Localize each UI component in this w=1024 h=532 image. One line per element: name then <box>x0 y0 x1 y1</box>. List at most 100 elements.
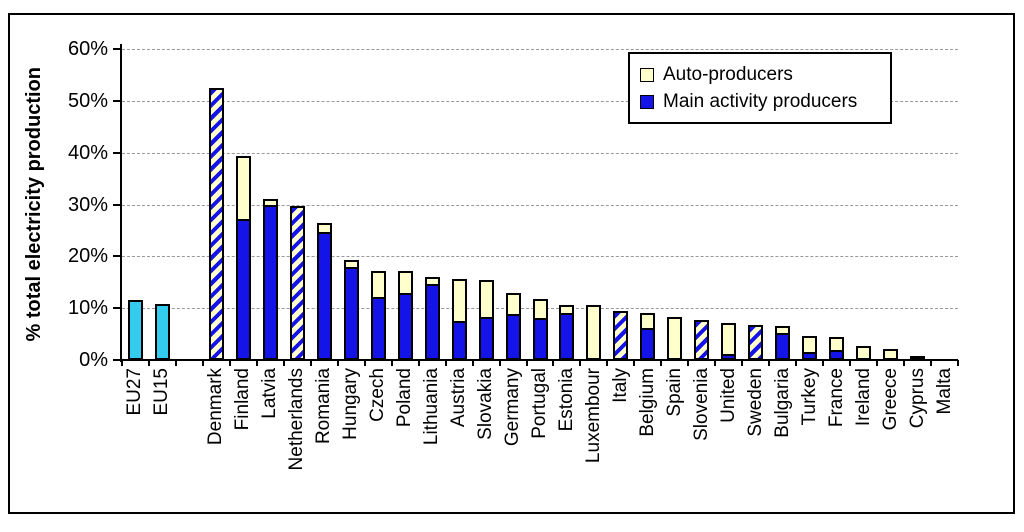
legend-item-auto-producers: Auto-producers <box>640 63 890 85</box>
bar-latvia-auto <box>262 199 278 208</box>
legend-item-main-activity-producers: Main activity producers <box>640 90 890 112</box>
bar-france-auto <box>829 337 845 352</box>
x-tick-13 <box>471 360 474 366</box>
legend: Auto-producers Main activity producers <box>628 52 892 124</box>
x-tick-1 <box>147 360 150 366</box>
x-label-latvia: Latvia <box>259 368 280 486</box>
x-label-text-eu27: EU27 <box>124 368 146 416</box>
x-label-text-portugal: Portugal <box>529 368 550 439</box>
x-label-text-romania: Romania <box>313 368 335 445</box>
bar-germany-main <box>505 314 521 360</box>
x-tick-4 <box>228 360 231 366</box>
x-label-sweden: Sweden <box>745 368 766 486</box>
legend-label-main-activity-producers: Main activity producers <box>663 90 858 112</box>
gridline-40 <box>122 152 958 154</box>
x-label-text-eu15: EU15 <box>151 368 173 416</box>
x-label-text-czech: Czech <box>367 368 389 422</box>
x-label-luxembour: Luxembour <box>583 368 604 486</box>
x-label-eu27: EU27 <box>124 368 146 486</box>
y-tick-60 <box>113 48 120 50</box>
bar-portugal-auto <box>532 298 548 321</box>
bar-denmark <box>208 88 224 360</box>
bar-netherlands <box>289 206 305 360</box>
x-tick-3 <box>201 360 204 366</box>
bar-lithuania-auto <box>424 277 440 286</box>
x-tick-17 <box>579 360 582 366</box>
x-label-text-ireland: Ireland <box>852 368 874 427</box>
y-tick-label-40: 40% <box>67 141 108 164</box>
bar-bulgaria-main <box>775 332 791 360</box>
bar-luxembour-auto <box>586 304 602 360</box>
bar-finland-auto <box>235 155 251 222</box>
x-tick-29 <box>903 360 906 366</box>
x-label-text-italy: Italy <box>609 368 631 403</box>
bar-eu15 <box>154 304 170 360</box>
y-tick-0 <box>113 359 120 361</box>
gridline-60 <box>122 49 958 50</box>
bar-austria-auto <box>451 278 467 324</box>
x-label-bulgaria: Bulgaria <box>772 368 793 486</box>
bar-finland-main <box>235 219 251 360</box>
x-label-belgium: Belgium <box>636 368 658 486</box>
y-tick-label-10: 10% <box>67 297 108 320</box>
bar-lithuania-main <box>424 283 440 360</box>
bar-estonia-main <box>559 312 575 360</box>
bar-eu27 <box>127 299 143 360</box>
x-tick-18 <box>606 360 609 366</box>
x-label-hungary: Hungary <box>340 368 361 486</box>
bar-estonia-auto <box>559 305 575 315</box>
x-axis-line <box>120 359 958 361</box>
x-label-text-finland: Finland <box>232 368 254 431</box>
x-label-denmark: Denmark <box>205 368 227 486</box>
x-label-text-poland: Poland <box>394 368 416 428</box>
x-tick-10 <box>390 360 393 366</box>
x-label-germany: Germany <box>502 368 524 486</box>
x-label-text-malta: Malta <box>933 368 955 415</box>
x-label-text-united: United <box>717 368 739 423</box>
y-axis-line <box>120 44 122 362</box>
bar-slovakia-main <box>478 316 494 360</box>
x-label-ireland: Ireland <box>852 368 874 486</box>
x-label-austria: Austria <box>448 368 469 486</box>
x-tick-11 <box>417 360 420 366</box>
bar-cyprus-main <box>910 355 926 360</box>
bar-ireland-auto <box>856 346 872 360</box>
x-label-text-belgium: Belgium <box>636 368 658 437</box>
bar-hungary-main <box>343 266 359 360</box>
main-activity-producers-swatch-icon <box>640 94 654 109</box>
x-tick-2 <box>174 360 177 366</box>
x-tick-24 <box>768 360 771 366</box>
x-label-finland: Finland <box>232 368 254 486</box>
legend-label-auto-producers: Auto-producers <box>663 63 793 85</box>
x-label-text-spain: Spain <box>663 368 685 417</box>
y-tick-label-50: 50% <box>67 89 108 112</box>
y-tick-10 <box>113 307 120 310</box>
y-axis-title-text: % total electricity production <box>23 67 45 342</box>
bar-poland-main <box>397 292 413 360</box>
gridline-50 <box>122 100 958 102</box>
x-label-spain: Spain <box>663 368 685 486</box>
x-label-text-denmark: Denmark <box>205 368 227 446</box>
x-label-netherlands: Netherlands <box>286 368 307 486</box>
x-label-text-lithuania: Lithuania <box>421 368 443 446</box>
bar-spain-auto <box>667 316 683 360</box>
x-tick-20 <box>660 360 663 366</box>
bar-portugal-main <box>532 318 548 360</box>
gridline-30 <box>122 204 958 206</box>
bar-italy <box>613 311 629 360</box>
x-label-estonia: Estonia <box>556 368 577 486</box>
gridline-20 <box>122 256 958 258</box>
x-tick-23 <box>741 360 744 366</box>
bar-belgium-auto <box>640 313 656 330</box>
auto-producers-swatch-icon <box>640 67 654 82</box>
x-tick-21 <box>687 360 690 366</box>
x-label-united: United <box>717 368 739 486</box>
x-tick-27 <box>849 360 852 366</box>
y-tick-label-20: 20% <box>67 245 108 268</box>
x-label-czech: Czech <box>367 368 389 486</box>
bar-belgium-main <box>640 327 656 360</box>
x-label-turkey: Turkey <box>799 368 820 486</box>
x-tick-12 <box>444 360 447 366</box>
y-tick-30 <box>113 203 120 206</box>
x-label-text-germany: Germany <box>502 368 524 447</box>
